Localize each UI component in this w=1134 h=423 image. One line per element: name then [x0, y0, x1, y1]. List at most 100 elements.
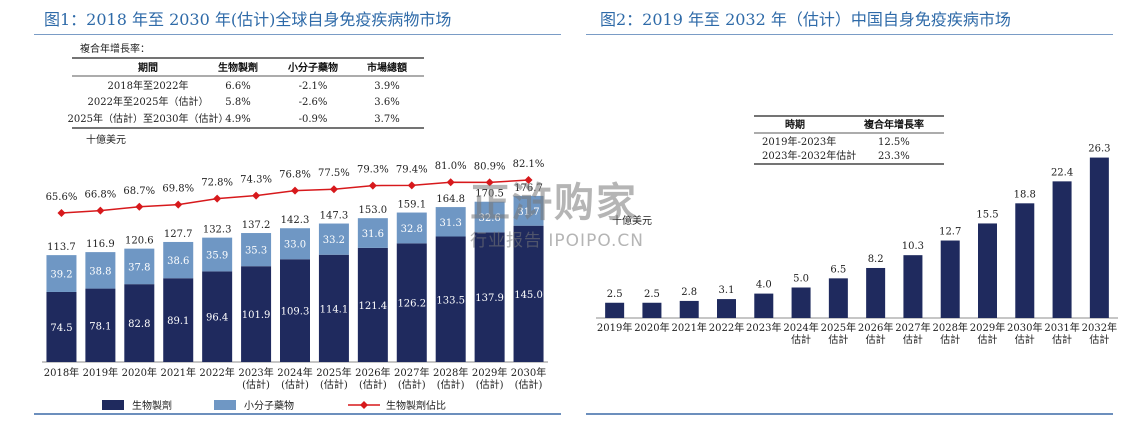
- fig2-unit-label: 十億美元: [612, 214, 652, 227]
- fig1-bar-small: [163, 241, 194, 279]
- fig1-bar-small: [357, 218, 388, 248]
- fig1-bar-bio: [396, 243, 427, 362]
- fig2-x-tick-label: 2029年: [970, 321, 1005, 334]
- fig1-total-value-label: 147.3: [320, 211, 349, 222]
- fig1-share-point: [407, 181, 416, 190]
- fig1-x-tick-label: 2023年: [238, 366, 273, 379]
- fig2-value-label: 12.7: [939, 227, 961, 238]
- fig1-bar-bio: [85, 288, 116, 362]
- fig1-legend: 生物製劑 小分子藥物 生物製劑佔比: [102, 399, 446, 412]
- fig1-total-value-label: 142.3: [281, 215, 310, 226]
- fig1-legend-share-label: 生物製劑佔比: [386, 399, 446, 412]
- fig1-small-value-label: 35.9: [206, 251, 228, 262]
- fig1-bar-small: [202, 237, 233, 272]
- fig1-table-cell: 2025年（估計）至2030年（估計）: [68, 112, 229, 125]
- fig1-x-tick-label: (估計): [398, 378, 426, 391]
- fig1-share-value-label: 72.8%: [201, 178, 233, 189]
- fig1-share-point: [57, 209, 66, 217]
- fig1-total-value-label: 132.3: [203, 225, 232, 236]
- fig2-bar: [1052, 181, 1072, 318]
- fig1-bar-small: [85, 252, 116, 289]
- fig1-share-value-label: 79.4%: [396, 164, 428, 175]
- fig1-x-tick-label: (估計): [281, 378, 309, 391]
- fig2-bar: [1089, 157, 1109, 318]
- fig2-bar: [940, 240, 960, 318]
- fig2-x-tick-label: 2021年: [671, 321, 706, 334]
- fig2-value-label: 22.4: [1051, 167, 1073, 178]
- fig1-small-value-label: 33.0: [284, 240, 306, 251]
- fig1-bar-bio: [46, 291, 77, 362]
- fig1-total-value-label: 176.7: [514, 183, 543, 194]
- fig1-bar-small: [513, 195, 544, 226]
- fig1-bio-value-label: 89.1: [167, 316, 189, 327]
- fig2-x-tick-label: 估計: [866, 333, 886, 346]
- fig1-x-tick-label: 2020年: [122, 366, 157, 379]
- fig1-bar-small: [46, 255, 77, 292]
- fig1-legend-bio-swatch: [102, 400, 124, 410]
- fig2-x-tick-label: 2023年: [746, 321, 781, 334]
- fig1-legend-small-label: 小分子藥物: [244, 399, 294, 412]
- fig1-table-cell: 5.8%: [225, 97, 250, 108]
- fig1-x-tick-label: (估計): [359, 378, 387, 391]
- fig2-x-tick-label: 2024年: [783, 321, 818, 334]
- fig1-table-header-total: 市場總額: [367, 61, 407, 74]
- fig2-table-cell: 2023年-2032年估計: [762, 149, 856, 162]
- fig1-table-cell: 2018年至2022年: [108, 79, 189, 92]
- fig1-small-value-label: 35.3: [245, 246, 267, 257]
- fig2-x-tick-label: 2031年: [1044, 321, 1079, 334]
- fig2-x-tick-label: 2027年: [895, 321, 930, 334]
- fig1-table-cell: 6.6%: [225, 81, 250, 92]
- fig1-share-point: [135, 202, 144, 211]
- fig1-bar-small: [474, 201, 505, 233]
- fig1-table-cell: 3.9%: [374, 81, 399, 92]
- fig1-table-cell: -0.9%: [299, 114, 328, 125]
- fig2-table-cell: 12.5%: [878, 137, 910, 148]
- fig2-plot: 2.5 2019年 2.5 2020年 2.8 2021年 3.1 2022年 4.0 2023年…: [596, 144, 1118, 346]
- fig1-share-value-label: 82.1%: [513, 159, 545, 170]
- fig2-bar: [828, 278, 848, 318]
- fig1-bar-bio: [474, 232, 505, 362]
- fig1-bio-value-label: 121.4: [359, 301, 388, 312]
- fig1-total-value-label: 164.8: [436, 194, 465, 205]
- fig1-share-point: [329, 185, 338, 194]
- fig2-value-label: 2.5: [607, 289, 623, 300]
- fig1-share-point: [446, 178, 455, 187]
- fig2-value-label: 3.1: [719, 285, 735, 296]
- fig1-share-point: [174, 200, 183, 209]
- fig1-table-cell: -2.6%: [299, 97, 328, 108]
- fig1-share-point: [252, 191, 261, 200]
- fig2-x-tick-label: 估計: [1052, 333, 1072, 346]
- fig1-bio-value-label: 96.4: [206, 313, 228, 324]
- fig1-bar-small: [124, 248, 155, 285]
- fig2-x-tick-label: 估計: [1089, 333, 1109, 346]
- fig2-x-tick-label: 估計: [978, 333, 998, 346]
- fig1-bio-value-label: 145.0: [514, 290, 543, 301]
- fig1-small-value-label: 32.8: [401, 224, 423, 235]
- fig2-bar: [791, 287, 811, 318]
- fig1-bio-value-label: 101.9: [242, 310, 271, 321]
- fig1-share-value-label: 74.3%: [240, 175, 272, 186]
- fig1-bottom-rule: [34, 413, 561, 415]
- fig1-x-tick-label: (估計): [242, 378, 270, 391]
- fig1-small-value-label: 38.8: [89, 266, 111, 277]
- fig2-x-tick-label: 2026年: [858, 321, 893, 334]
- fig2-value-label: 2.8: [681, 287, 697, 298]
- fig1-share-value-label: 77.5%: [318, 168, 350, 179]
- fig2-x-tick-label: 2022年: [709, 321, 744, 334]
- fig1-small-value-label: 37.8: [128, 262, 150, 273]
- fig1-share-value-label: 69.8%: [162, 184, 194, 195]
- fig1-total-value-label: 116.9: [86, 239, 115, 250]
- fig1-bar-bio: [435, 236, 466, 362]
- fig2-x-tick-label: 2025年: [821, 321, 856, 334]
- fig1-x-tick-label: 2018年: [44, 366, 79, 379]
- fig1-x-tick-label: (估計): [437, 378, 465, 391]
- fig2-bar: [679, 300, 699, 318]
- fig1-table-header-small: 小分子藥物: [287, 61, 338, 74]
- fig2-bar: [605, 302, 625, 318]
- fig1-total-value-label: 137.2: [242, 220, 271, 231]
- fig1-x-tick-label: 2024年: [277, 366, 312, 379]
- fig2-cagr-table: 時期 複合年增長率 2019年-2023年 12.5% 2023年-2032年估…: [754, 115, 944, 165]
- fig2-value-label: 10.3: [902, 241, 924, 252]
- fig2-table-header-period: 時期: [785, 118, 805, 131]
- fig2-x-tick-label: 估計: [791, 333, 811, 346]
